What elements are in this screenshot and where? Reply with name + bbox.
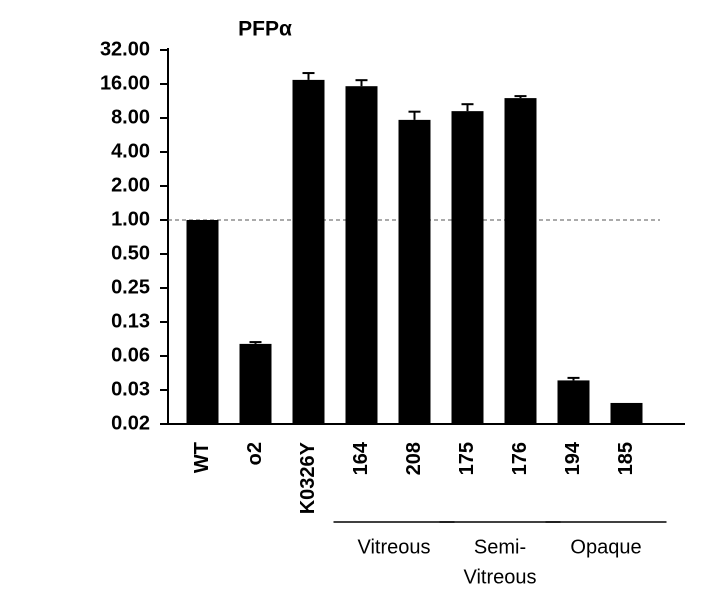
group-label: Vitreous [463,566,536,588]
bar [239,343,272,424]
y-tick-label: 0.06 [111,344,150,366]
x-tick-label: 208 [403,442,425,475]
y-tick-label: 0.50 [111,242,150,264]
bar [451,111,484,425]
y-tick-label: 32.00 [100,38,150,60]
group-label: Opaque [570,536,641,558]
x-tick-label: WT [191,442,213,473]
bar [345,86,378,424]
y-tick-label: 0.13 [111,310,150,332]
group-label: Semi- [474,536,526,558]
bar [186,220,219,424]
x-tick-label: 194 [562,441,584,475]
bar [504,98,537,425]
bar [398,119,431,424]
bar [557,380,590,424]
x-tick-label: K0326Y [297,441,319,514]
y-tick-label: 0.25 [111,276,150,298]
bar [610,402,643,424]
x-tick-label: 164 [350,441,372,475]
y-tick-label: 16.00 [100,72,150,94]
chart-title: PFPα [238,18,292,41]
bar [292,79,325,425]
y-tick-label: 0.02 [111,412,150,434]
y-tick-label: 1.00 [111,208,150,230]
x-tick-label: 176 [509,442,531,475]
x-tick-label: 175 [456,442,478,475]
x-tick-label: o2 [244,442,266,465]
y-tick-label: 2.00 [111,174,150,196]
y-tick-label: 4.00 [111,140,150,162]
group-label: Vitreous [357,536,430,558]
x-tick-label: 185 [615,442,637,475]
y-tick-label: 8.00 [111,106,150,128]
y-tick-label: 0.03 [111,378,150,400]
